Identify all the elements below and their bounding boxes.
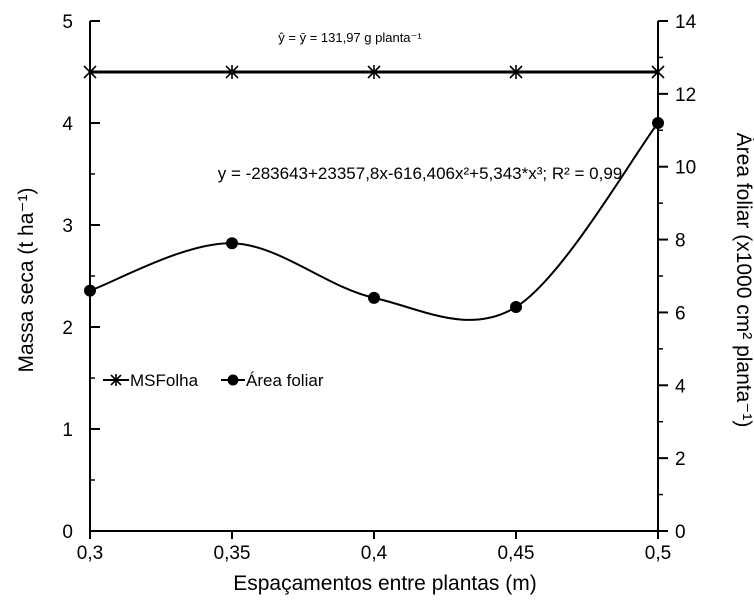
area-foliar-curve <box>89 122 659 321</box>
area-foliar-equation: y = -283643+23357,8x-616,406x²+5,343*x³;… <box>218 164 623 183</box>
y-right-tick-label: 6 <box>675 303 686 324</box>
area-foliar-point <box>510 300 522 313</box>
y-left-tick-label: 5 <box>62 12 73 33</box>
y-right-tick-label: 14 <box>675 12 697 33</box>
area-foliar-point <box>84 284 96 297</box>
y-right-tick-label: 4 <box>675 376 686 397</box>
x-tick-label: 0,5 <box>645 543 671 564</box>
y-left-tick-label: 2 <box>62 318 73 339</box>
legend-area-foliar-marker <box>221 374 245 386</box>
x-tick-label: 0,3 <box>77 543 103 564</box>
area-foliar-point <box>226 237 238 250</box>
x-axis-title: Espaçamentos entre plantas (m) <box>233 572 536 595</box>
x-tick-label: 0,4 <box>361 543 388 564</box>
y-left-tick-label: 4 <box>62 114 73 135</box>
legend-area-foliar-label: Área foliar <box>246 371 324 390</box>
msfolha-equation: ŷ = ȳ = 131,97 g planta⁻¹ <box>278 30 422 45</box>
x-tick-label: 0,35 <box>214 543 251 564</box>
area-foliar-point <box>368 291 380 304</box>
msfolha-point <box>83 65 97 79</box>
area-foliar-point <box>652 117 664 129</box>
y-left-tick-label: 3 <box>62 216 73 237</box>
legend-msfolha-marker <box>103 374 129 386</box>
y-right-tick-label: 2 <box>675 449 686 470</box>
y-left-axis-title: Massa seca (t ha⁻¹) <box>15 188 38 373</box>
curves <box>89 70 659 321</box>
x-tick-label: 0,45 <box>498 543 535 564</box>
y-right-tick-label: 8 <box>675 231 686 252</box>
legend-msfolha-label: MSFolha <box>130 371 199 390</box>
msfolha-point <box>651 65 665 79</box>
msfolha-point <box>509 65 523 79</box>
msfolha-point <box>225 65 239 79</box>
y-right-axis-title: Área foliar (x1000 cm² planta⁻¹) <box>732 133 754 428</box>
y-right-tick-label: 0 <box>675 522 686 543</box>
msfolha-point <box>367 65 381 79</box>
y-right-tick-label: 12 <box>675 85 696 106</box>
marks <box>83 65 665 313</box>
legend: MSFolha Área foliar <box>103 371 324 390</box>
y-left-tick-label: 0 <box>62 522 73 543</box>
y-left-tick-label: 1 <box>62 420 73 441</box>
y-right-tick-label: 10 <box>675 158 696 179</box>
